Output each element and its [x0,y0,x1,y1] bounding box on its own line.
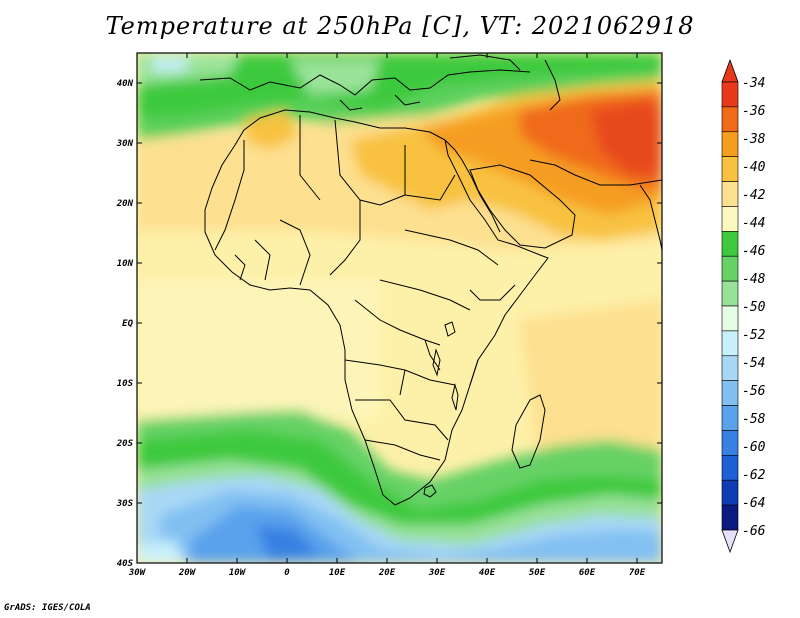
colorbar-label: -38 [742,132,766,147]
colorbar-label: -52 [742,328,766,343]
chart-title: Temperature at 250hPa [C], VT: 202106291… [105,12,695,40]
colorbar-swatch [721,106,739,133]
colorbar-swatch [721,280,739,307]
lon-label: 30W [128,568,147,578]
colorbar-swatch [721,181,739,207]
colorbar-swatch [721,156,739,182]
colorbar-swatch [721,380,739,406]
colorbar-swatch [721,131,739,157]
colorbar-swatch [721,255,739,282]
lon-label: 20W [178,568,197,578]
lat-label: 20S [116,439,134,449]
colorbar-swatch [721,355,739,381]
colorbar-swatch [721,405,739,431]
colorbar-label: -54 [742,356,765,371]
colorbar-swatch [721,479,739,506]
lon-label: 10W [229,568,247,578]
colorbar-swatch [721,504,739,531]
colorbar-label: -56 [742,384,766,399]
lat-label: EQ [122,319,133,329]
colorbar-swatch [721,81,739,108]
colorbar-label: -46 [742,244,766,259]
lon-label: 0 [284,568,290,578]
lon-label: 30E [428,568,446,578]
lon-label: 70E [629,568,646,578]
lon-label: 20E [378,568,396,578]
colorbar-swatch [721,330,739,357]
colorbar-swatch [721,231,739,257]
colorbar-label: -62 [742,468,766,483]
colorbar: -34 -36 -38 -40 -42 -44 -46 -48 -50 -52 -54 -56 -58 -… [721,58,766,554]
lon-label: 50E [529,568,546,578]
lat-label: 10N [117,259,134,269]
coastlines [199,54,662,506]
colorbar-swatch [721,305,739,332]
colorbar-label: -42 [742,188,766,203]
lat-label: 40N [117,79,134,89]
colorbar-label: -44 [742,216,765,231]
plot-frame [136,52,663,564]
latitude-axis: 40N 30N 20N 10N EQ 10S 20S 30S 40S [116,79,662,569]
colorbar-label: -36 [742,104,766,119]
colorbar-label: -60 [742,440,766,455]
lon-label: 10E [329,568,346,578]
colorbar-label: -48 [742,272,766,287]
lat-label: 30S [116,499,134,509]
colorbar-label: -40 [742,160,766,175]
lon-label: 60E [579,568,596,578]
colorbar-label: -58 [742,412,766,427]
colorbar-swatch [721,455,739,481]
colorbar-label: -64 [742,496,765,511]
colorbar-label: -50 [742,300,766,315]
lon-label: 40E [479,568,496,578]
colorbar-label: -34 [742,76,765,91]
colorbar-label: -66 [742,524,766,539]
colorbar-bottom-arrow [721,529,739,554]
credit-text: GrADS: IGES/COLA [4,603,91,613]
colorbar-swatch [721,430,739,456]
longitude-axis: 30W 20W 10W 0 10E 20E 30E 40E 50E 60E 70E [128,53,646,578]
colorbar-top-arrow [721,58,739,83]
lat-label: 40S [117,559,134,569]
temperature-field [137,53,662,563]
lat-label: 20N [116,199,134,209]
lat-label: 30N [116,139,134,149]
colorbar-swatch [721,206,739,232]
lat-label: 10S [117,379,134,389]
